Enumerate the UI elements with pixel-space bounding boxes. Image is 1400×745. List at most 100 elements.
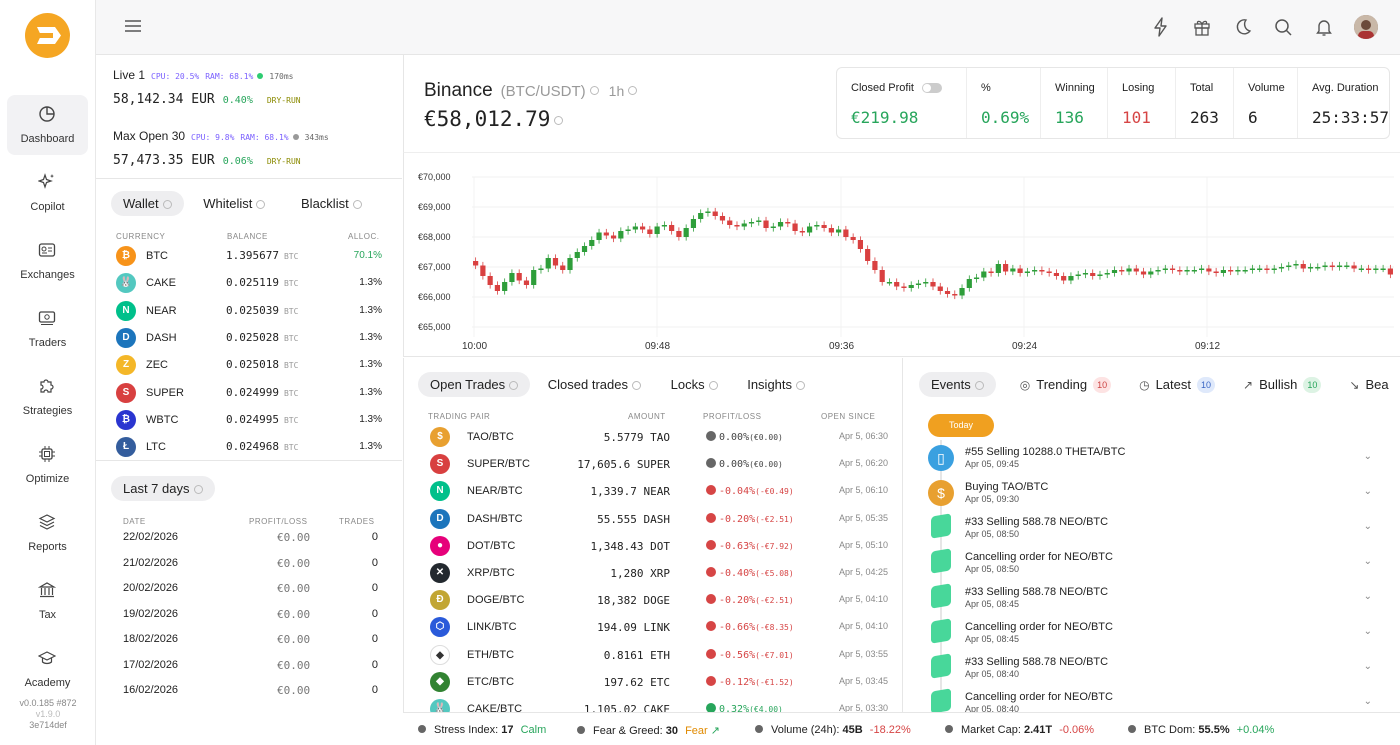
chevron-down-icon[interactable]: ⌄ [1363, 591, 1372, 602]
tab-locks[interactable]: Locks [661, 372, 728, 397]
x-tick-label: 09:48 [645, 341, 670, 352]
trade-since: Apr 5, 06:30 [838, 431, 888, 441]
trade-row[interactable]: ● DOT/BTC 1,348.43 DOT -0.63%(-€7.92) Apr 5,… [428, 535, 894, 563]
nav-optimize[interactable]: Optimize [7, 435, 88, 495]
tab-wallet[interactable]: Wallet [111, 191, 184, 216]
gift-icon[interactable] [1193, 17, 1211, 37]
tab-trending[interactable]: ◎ Trending 10 [1010, 372, 1121, 398]
event-row[interactable]: #33 Selling 588.78 NEO/BTC Apr 05, 08:40 ⌄ [928, 653, 1388, 690]
bell-icon[interactable] [1315, 17, 1333, 37]
event-row[interactable]: Cancelling order for NEO/BTC Apr 05, 08:4… [928, 618, 1388, 655]
tab-blacklist[interactable]: Blacklist [291, 191, 372, 216]
tab-bullish[interactable]: ↗ Bullish 10 [1233, 372, 1331, 398]
candle [821, 225, 827, 228]
tab-insights[interactable]: Insights [737, 372, 815, 397]
wallet-row[interactable]: ₿ BTC 1.395677 BTC 70.1% [114, 246, 384, 273]
nav-copilot[interactable]: Copilot [7, 163, 88, 223]
trade-since: Apr 5, 05:35 [838, 512, 888, 523]
chevron-down-icon[interactable]: ⌄ [1363, 451, 1372, 462]
tab-closed-trades[interactable]: Closed trades [538, 372, 651, 397]
candle [777, 222, 784, 227]
trade-row[interactable]: S SUPER/BTC 17,605.6 SUPER 0.00%(€0.00) Apr … [428, 454, 894, 481]
tab-bea[interactable]: ↘ Bea [1339, 372, 1398, 397]
user-avatar[interactable] [1354, 15, 1378, 39]
stat-value: €219.98 [851, 108, 919, 127]
coin-icon: ◆ [430, 644, 450, 665]
trade-row[interactable]: $ TAO/BTC 5.5779 TAO 0.00%(€0.00) Apr 5, 06:… [428, 427, 894, 454]
hamburger-menu-icon[interactable] [124, 18, 142, 34]
wallet-row[interactable]: S SUPER 0.024999 BTC 1.3% [114, 382, 384, 410]
column-header[interactable]: PROFIT/LOSS [703, 412, 762, 421]
day-trades: 0 [371, 531, 378, 543]
candle [734, 225, 740, 227]
chevron-down-icon[interactable]: ⌄ [1363, 696, 1372, 707]
column-header: PROFIT/LOSS [249, 517, 308, 526]
top-bar [96, 0, 1400, 55]
last-7-days-tab[interactable]: Last 7 days [111, 476, 215, 501]
trade-row[interactable]: 🐰 CAKE/BTC 1,105.02 CAKE 0.32%(€4.00) Apr 5,… [428, 699, 894, 712]
bot-card[interactable]: Max Open 30 CPU: 9.8% RAM: 68.1% 343ms 57,4… [113, 127, 329, 168]
candle [741, 223, 747, 227]
app-logo[interactable] [25, 13, 70, 58]
column-header[interactable]: OPEN SINCE [821, 412, 876, 421]
tab-events[interactable]: Events [919, 372, 996, 397]
trade-row[interactable]: Ð DOGE/BTC 18,382 DOGE -0.20%(-€2.51) Apr 5,… [428, 590, 894, 617]
wallet-row[interactable]: Ł LTC 0.024968 BTC 1.3% [114, 437, 384, 464]
event-row[interactable]: #33 Selling 588.78 NEO/BTC Apr 05, 08:45 ⌄ [928, 583, 1388, 620]
tab-latest[interactable]: ◷ Latest 10 [1129, 372, 1225, 398]
event-row[interactable]: Cancelling order for NEO/BTC Apr 05, 08:4… [928, 688, 1388, 712]
balance-value: 0.025119 [226, 276, 279, 290]
candle [589, 240, 595, 246]
trade-profit: 0.00%(€0.00) [706, 431, 783, 443]
trade-row[interactable]: ✕ XRP/BTC 1,280 XRP -0.40%(-€5.08) Apr 5, 04… [428, 563, 894, 590]
tab-open-trades[interactable]: Open Trades [418, 372, 531, 397]
event-row[interactable]: $ Buying TAO/BTC Apr 05, 09:30 ⌄ [928, 480, 1388, 515]
chevron-down-icon[interactable]: ⌄ [1363, 486, 1372, 497]
tab-whitelist[interactable]: Whitelist [193, 191, 275, 216]
stat-label-text: Closed Profit [851, 82, 914, 94]
wallet-row[interactable]: N NEAR 0.025039 BTC 1.3% [114, 300, 384, 328]
chevron-down-icon[interactable]: ⌄ [1363, 626, 1372, 637]
trade-row[interactable]: ◆ ETC/BTC 197.62 ETC -0.12%(-€1.52) Apr 5, 0… [428, 671, 894, 699]
chevron-down-icon[interactable]: ⌄ [1363, 556, 1372, 567]
nav-exchanges[interactable]: Exchanges [7, 231, 88, 291]
event-row[interactable]: ▯ #55 Selling 10288.0 THETA/BTC Apr 05, 09… [928, 445, 1388, 480]
candlestick-chart[interactable]: €70,000 €69,000 €68,000 €67,000 €66,000 €65,0… [404, 153, 1400, 356]
vol-label: Volume (24h): [771, 724, 840, 736]
nav-strategies[interactable]: Strategies [7, 367, 88, 427]
pair-label[interactable]: (BTC/USDT) [500, 83, 586, 100]
candle [1017, 268, 1023, 273]
day-date: 17/02/2026 [123, 658, 179, 671]
wallet-row[interactable]: ₿ WBTC 0.024995 BTC 1.3% [114, 409, 384, 437]
y-tick-label: €66,000 [418, 292, 451, 302]
candle [1162, 268, 1168, 270]
event-row[interactable]: Cancelling order for NEO/BTC Apr 05, 08:5… [928, 548, 1388, 585]
trade-row[interactable]: D DASH/BTC 55.555 DASH -0.20%(-€2.51) Apr 5,… [428, 508, 894, 536]
wallet-row[interactable]: Z ZEC 0.025018 BTC 1.3% [114, 355, 384, 382]
chevron-down-icon[interactable]: ⌄ [1363, 521, 1372, 532]
price-chart[interactable]: €70,000 €69,000 €68,000 €67,000 €66,000 €65,0… [403, 153, 1400, 357]
trade-row[interactable]: N NEAR/BTC 1,339.7 NEAR -0.04%(-€0.49) Apr 5… [428, 481, 894, 508]
trade-pair: XRP/BTC [467, 567, 515, 579]
nav-traders[interactable]: Traders [7, 299, 88, 359]
trade-profit: -0.66%(-€8.35) [706, 621, 794, 633]
day-date: 20/02/2026 [123, 582, 179, 594]
bot-card[interactable]: Live 1 CPU: 20.5% RAM: 68.1% 170ms 58,142.3… [113, 66, 301, 107]
nav-tax[interactable]: Tax [7, 571, 88, 631]
trade-row[interactable]: ◆ ETH/BTC 0.8161 ETH -0.56%(-€7.01) Apr 5, 0… [428, 644, 894, 672]
nav-reports[interactable]: Reports [7, 503, 88, 563]
wallet-row[interactable]: 🐰 CAKE 0.025119 BTC 1.3% [114, 273, 384, 300]
trade-row[interactable]: ⬡ LINK/BTC 194.09 LINK -0.66%(-€8.35) Apr 5,… [428, 617, 894, 644]
nav-dashboard[interactable]: Dashboard [7, 95, 88, 155]
trade-amount: 1,280 XRP [610, 567, 670, 580]
search-icon[interactable] [1274, 17, 1292, 37]
closed-profit-toggle[interactable] [921, 83, 942, 94]
nav-academy[interactable]: Academy [7, 639, 88, 699]
lightning-icon[interactable] [1152, 17, 1170, 37]
y-tick-label: €65,000 [418, 322, 451, 332]
chevron-down-icon[interactable]: ⌄ [1363, 661, 1372, 672]
moon-icon[interactable] [1234, 17, 1252, 37]
event-row[interactable]: #33 Selling 588.78 NEO/BTC Apr 05, 08:50 ⌄ [928, 513, 1388, 550]
wallet-row[interactable]: D DASH 0.025028 BTC 1.3% [114, 327, 384, 355]
timeframe-label[interactable]: 1h [608, 83, 625, 99]
